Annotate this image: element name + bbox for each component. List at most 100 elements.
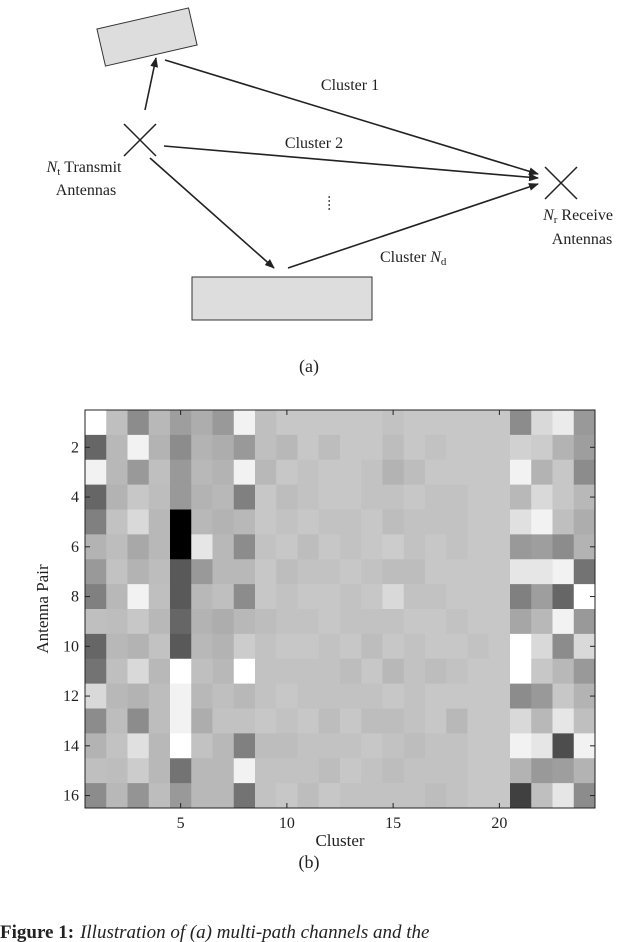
cell xyxy=(148,708,171,734)
cell xyxy=(297,484,320,510)
y-tick-label: 2 xyxy=(71,439,79,456)
cell xyxy=(318,683,341,709)
cell xyxy=(85,484,107,510)
cell xyxy=(297,434,320,461)
cell xyxy=(382,434,405,461)
cell xyxy=(361,783,383,809)
cell xyxy=(127,559,150,585)
cell xyxy=(127,633,150,660)
cell xyxy=(382,609,405,635)
cell xyxy=(297,683,320,709)
cell xyxy=(531,733,553,759)
cell xyxy=(510,534,532,560)
cell xyxy=(212,410,235,436)
cell xyxy=(212,683,235,709)
cell xyxy=(127,609,150,635)
cell xyxy=(233,758,256,784)
cell xyxy=(212,633,235,660)
cell xyxy=(170,758,192,784)
cell xyxy=(531,410,553,436)
cell xyxy=(127,509,150,535)
y-tick-label: 16 xyxy=(63,788,79,805)
cell xyxy=(212,534,235,560)
cell xyxy=(552,459,575,486)
scatterer-top xyxy=(96,7,198,67)
cell xyxy=(488,410,511,436)
cell xyxy=(573,683,596,709)
cell xyxy=(212,459,235,486)
cell xyxy=(488,633,511,660)
cell xyxy=(276,509,298,535)
cell xyxy=(191,683,213,709)
cell xyxy=(467,484,490,510)
cell xyxy=(340,609,362,635)
cell xyxy=(276,484,298,510)
cell xyxy=(488,509,511,535)
cell xyxy=(403,658,426,685)
cell xyxy=(106,410,128,436)
cell xyxy=(106,509,128,535)
cell xyxy=(191,459,213,486)
cell xyxy=(255,484,277,510)
cell xyxy=(488,733,511,759)
cell xyxy=(233,509,256,535)
cell xyxy=(85,434,107,461)
cell xyxy=(191,584,213,610)
cell xyxy=(488,609,511,635)
cell xyxy=(361,708,383,734)
cell xyxy=(233,584,256,610)
label: Cluster xyxy=(380,249,427,266)
cell xyxy=(425,783,447,809)
cell xyxy=(573,658,596,685)
cell xyxy=(531,683,553,709)
cell xyxy=(382,708,405,734)
panel-label: (b) xyxy=(299,852,320,873)
cell xyxy=(106,434,128,461)
cell xyxy=(106,459,128,486)
cell xyxy=(233,708,256,734)
cell xyxy=(318,584,341,610)
cell xyxy=(255,509,277,535)
cell xyxy=(85,708,107,734)
cell xyxy=(488,584,511,610)
cell xyxy=(361,559,383,585)
cell xyxy=(403,708,426,734)
cell xyxy=(446,658,468,685)
cell xyxy=(106,708,128,734)
cell xyxy=(446,758,468,784)
cell xyxy=(276,459,298,486)
cell xyxy=(446,410,468,436)
cell xyxy=(552,758,575,784)
cell xyxy=(403,609,426,635)
cell xyxy=(510,434,532,461)
cell xyxy=(297,410,320,436)
cell xyxy=(340,733,362,759)
cell xyxy=(276,733,298,759)
cell xyxy=(340,434,362,461)
cell xyxy=(170,584,192,610)
cell xyxy=(106,559,128,585)
symbol: N xyxy=(46,159,59,176)
cell xyxy=(510,708,532,734)
cell xyxy=(212,708,235,734)
cell xyxy=(340,459,362,486)
cell xyxy=(467,509,490,535)
cell xyxy=(340,658,362,685)
cell xyxy=(255,658,277,685)
cell xyxy=(531,584,553,610)
y-tick-label: 8 xyxy=(71,589,79,606)
cell xyxy=(170,509,192,535)
cell xyxy=(552,783,575,809)
cell xyxy=(531,434,553,461)
cell xyxy=(106,534,128,560)
cell xyxy=(170,609,192,635)
cell xyxy=(361,584,383,610)
cell xyxy=(233,410,256,436)
cell xyxy=(510,509,532,535)
cell xyxy=(191,410,213,436)
cell xyxy=(297,633,320,660)
cell xyxy=(212,733,235,759)
cell xyxy=(297,609,320,635)
cell xyxy=(212,484,235,510)
cell xyxy=(170,708,192,734)
